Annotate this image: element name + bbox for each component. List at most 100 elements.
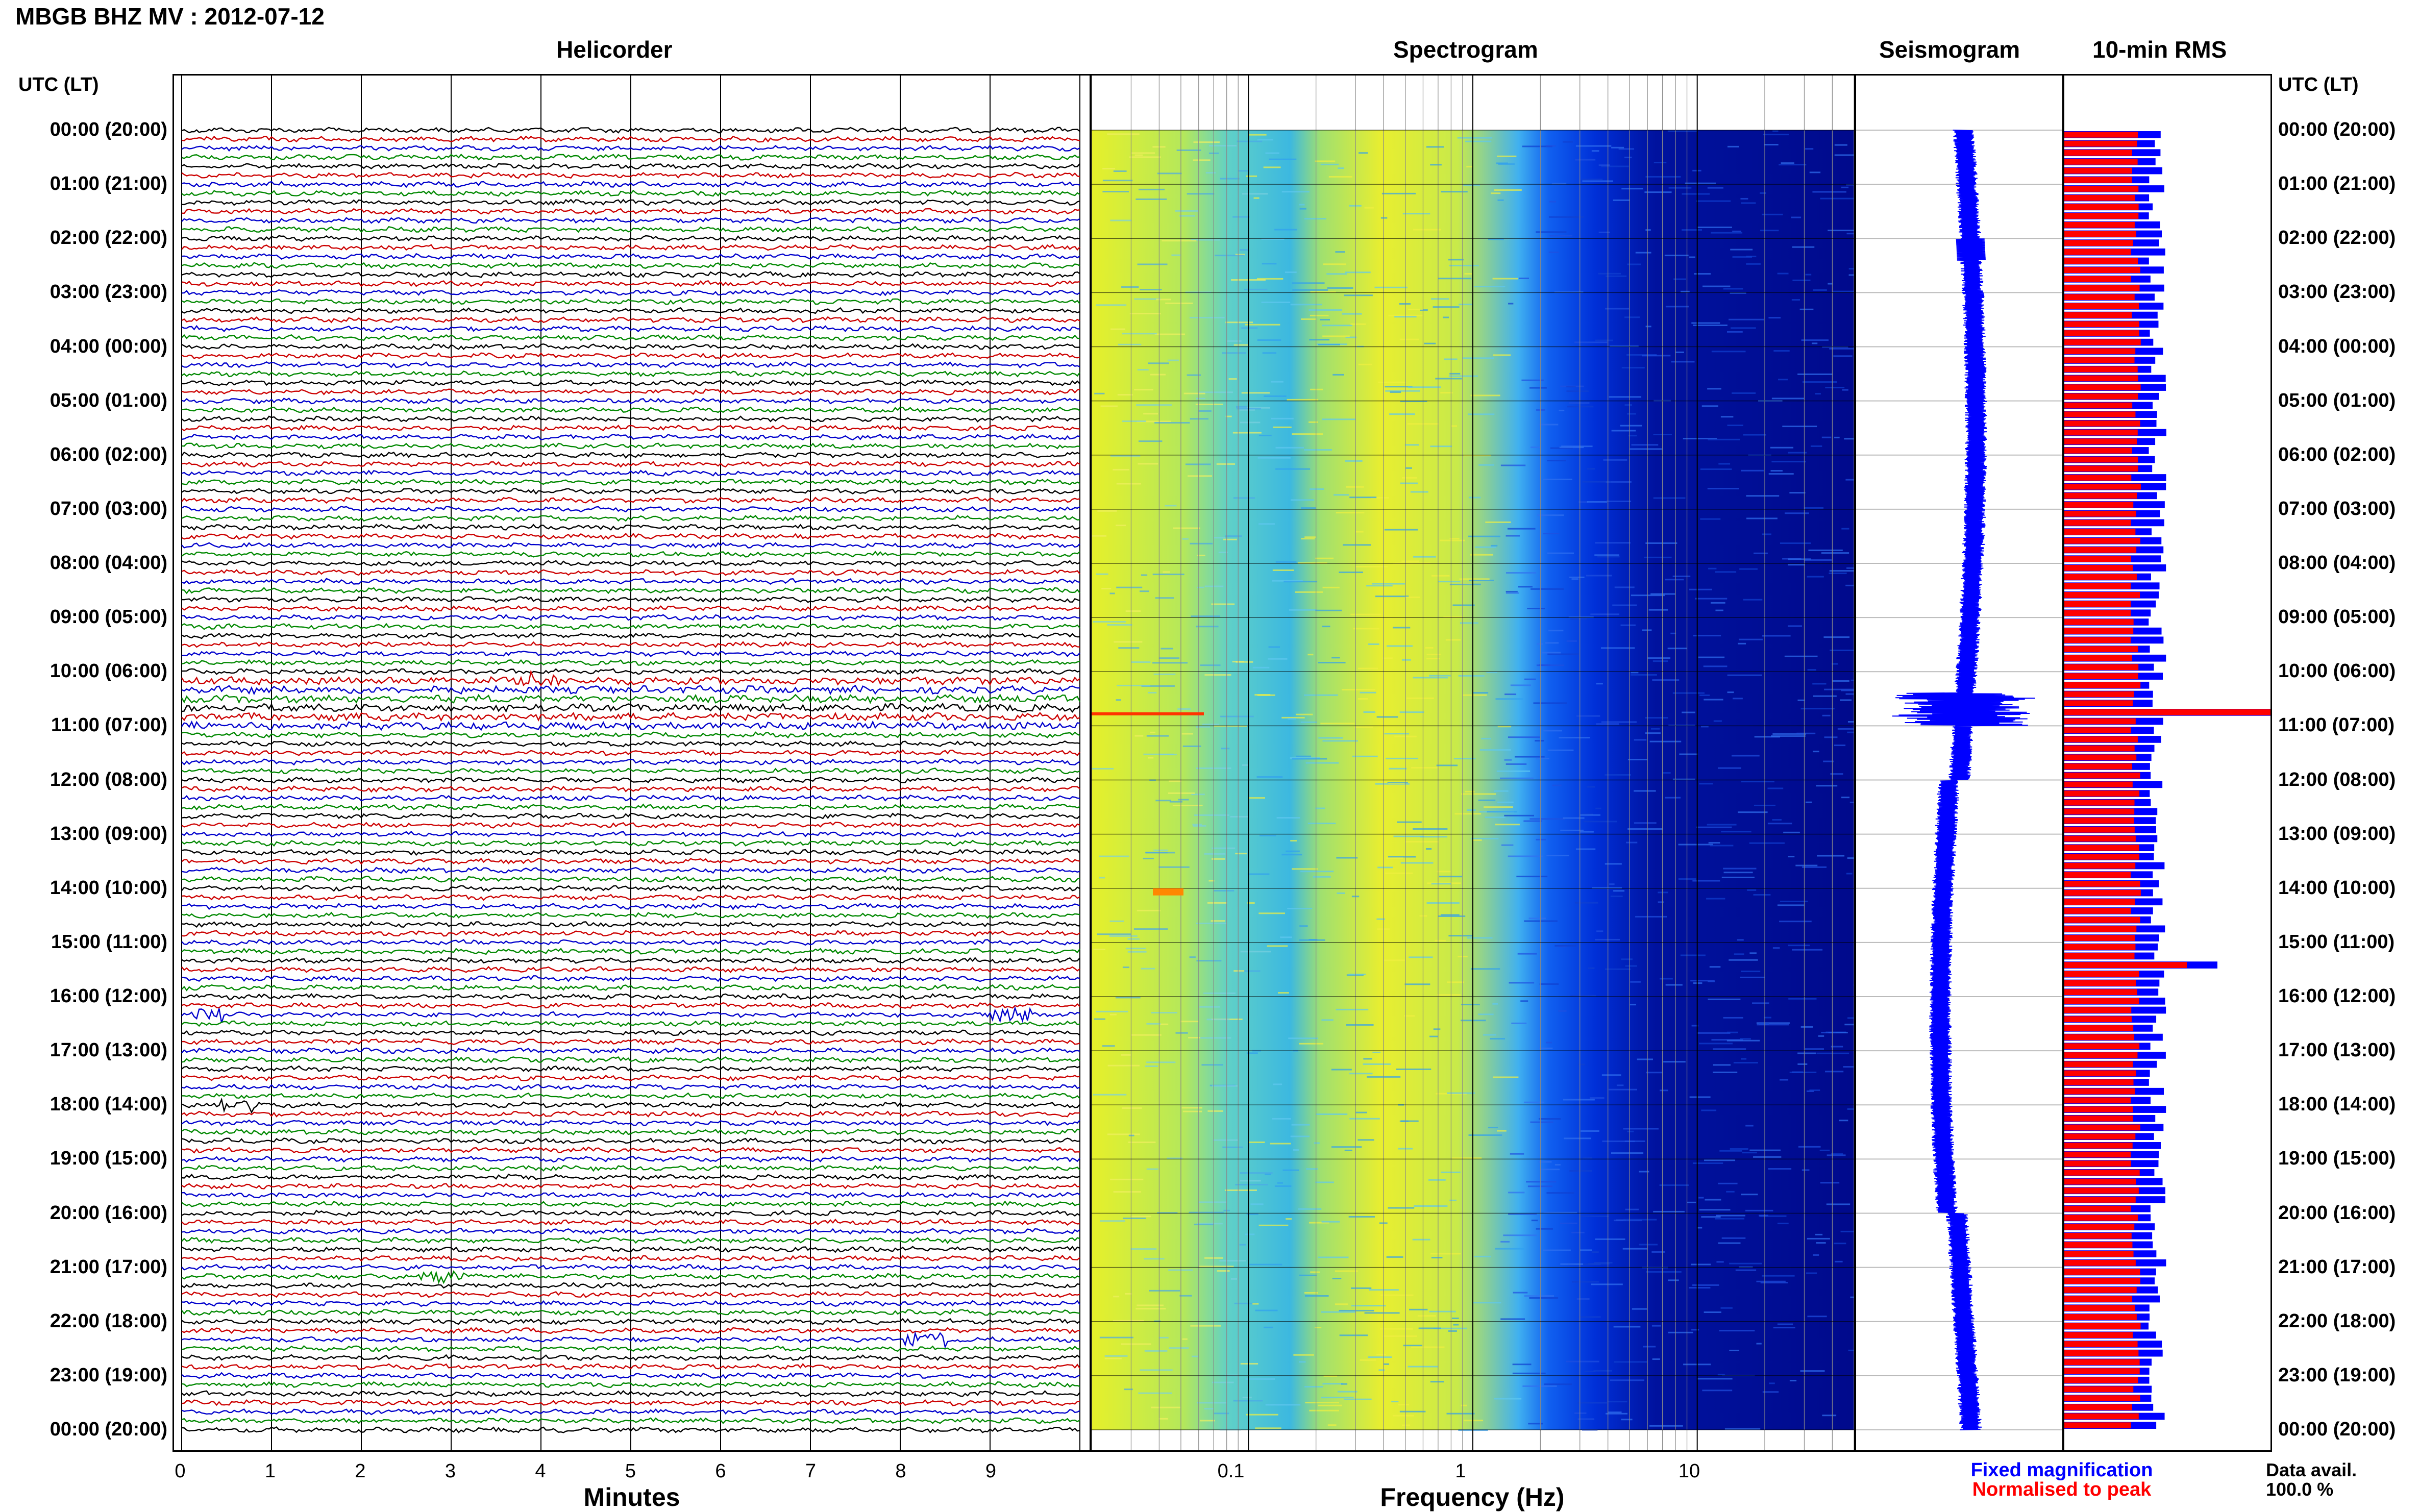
helicorder-title: Helicorder (556, 36, 673, 63)
helicorder-trace (181, 894, 1080, 901)
spectrogram-noise (1847, 1017, 1854, 1019)
spectrogram-noise (1779, 164, 1807, 166)
spectrogram-noise (1211, 920, 1225, 922)
spectrogram-noise (1756, 1280, 1786, 1282)
spectrogram-noise (1213, 537, 1225, 539)
spectrogram-noise (1478, 464, 1495, 466)
spectrogram-noise (1430, 1253, 1461, 1255)
spectrogram-noise (1429, 1310, 1456, 1312)
spectrogram-noise (1710, 845, 1734, 847)
spectrogram-noise (1743, 599, 1763, 601)
rms-bar-normalised (2064, 1287, 2137, 1293)
spectrogram-noise (1747, 889, 1757, 891)
spectrogram-noise (1726, 1039, 1760, 1042)
spectrogram-noise (1405, 467, 1412, 469)
rms-bar-normalised (2064, 240, 2133, 246)
spectrogram-noise (1391, 1401, 1399, 1403)
helicorder-trace (181, 253, 1080, 260)
spectrogram-noise (1726, 331, 1743, 333)
spectrogram-noise (1237, 140, 1263, 142)
rms-bar-normalised (2064, 637, 2131, 643)
spectrogram-noise (1597, 556, 1620, 558)
spectrogram-noise (1146, 852, 1175, 854)
spectrogram-noise (1143, 857, 1154, 859)
rms-bar-normalised (2064, 1251, 2134, 1257)
helicorder-trace (181, 298, 1080, 305)
spectrogram-noise (1440, 392, 1453, 394)
helicorder-trace (181, 650, 1080, 657)
spectrogram-noise (1478, 799, 1496, 801)
spectrogram-noise (1449, 538, 1460, 540)
spectrogram-noise (1402, 477, 1417, 479)
spectrogram-noise (1351, 1305, 1386, 1307)
spectrogram-noise (1447, 981, 1464, 983)
spectrogram-noise (1205, 172, 1216, 174)
spectrogram-noise (1388, 1207, 1415, 1209)
helicorder-trace (181, 812, 1080, 820)
spectrogram-noise (1697, 1378, 1733, 1380)
spectrogram-noise (1221, 748, 1230, 750)
spectrogram-noise (1388, 782, 1405, 784)
helicorder-trace (181, 1110, 1080, 1118)
spectrogram-noise (1788, 945, 1810, 947)
rms-bar-normalised (2064, 1359, 2140, 1366)
rms-bar-normalised (2064, 1305, 2135, 1311)
spectrogram-noise (1443, 316, 1449, 318)
spectrogram-noise (1797, 1052, 1816, 1054)
rms-bar-normalised (2064, 1070, 2136, 1077)
time-label-right: 22:00 (18:00) (2278, 1310, 2396, 1332)
spectrogram-noise (1310, 291, 1336, 293)
spectrogram-noise (1583, 821, 1618, 823)
helicorder-trace (181, 794, 1080, 802)
spectrogram-noise (1321, 325, 1352, 327)
spectrogram-noise (1771, 398, 1805, 400)
spectrogram-noise (1109, 592, 1115, 594)
spectrogram-noise (1558, 1010, 1567, 1012)
spectrogram-noise (1560, 1263, 1584, 1265)
rms-bar-normalised (2064, 1079, 2134, 1085)
spectrogram-noise (1452, 1157, 1482, 1159)
spectrogram-noise (1762, 1275, 1795, 1277)
spectrogram-noise (1130, 1248, 1157, 1250)
spectrogram-noise (1315, 807, 1325, 809)
time-label-right: 07:00 (03:00) (2278, 498, 2396, 519)
spectrogram-noise (1235, 1184, 1268, 1186)
spectrogram-noise (1848, 274, 1854, 276)
rms-bar-normalised (2064, 1242, 2133, 1248)
spectrogram-noise (1322, 335, 1350, 337)
spectrogram-noise (1463, 1420, 1484, 1422)
spectrogram-noise (1386, 857, 1403, 859)
helicorder-trace (181, 226, 1080, 233)
spectrogram-noise (1739, 568, 1758, 570)
spectrogram-noise (1832, 663, 1838, 665)
spectrogram-noise (1689, 256, 1695, 258)
spectrogram-noise (1389, 413, 1415, 415)
rms-bar-normalised (2064, 953, 2135, 959)
spectrogram-noise (1265, 152, 1279, 154)
helicorder-trace (181, 903, 1080, 910)
spectrogram-noise (1594, 938, 1620, 940)
spectrogram-noise (1806, 1090, 1814, 1092)
spectrogram-noise (1627, 413, 1636, 415)
rms-bar-normalised (2064, 384, 2141, 390)
spectrogram-noise (1207, 1110, 1223, 1112)
spectrogram-noise (1377, 866, 1393, 869)
spectrogram-noise (1445, 639, 1461, 641)
spectrogram-noise (1478, 1013, 1494, 1015)
spectrogram-noise (1094, 392, 1105, 394)
spectrogram-noise (1846, 873, 1853, 875)
rms-bar-normalised (2064, 1314, 2137, 1320)
spectrogram-noise (1322, 418, 1356, 420)
spectrogram-noise (1493, 354, 1511, 356)
helicorder-trace (181, 984, 1080, 992)
rms-bar-normalised (2064, 1296, 2133, 1302)
spectrogram-noise (1322, 586, 1340, 588)
rms-bar-normalised (2064, 267, 2140, 273)
spectrogram-noise (1272, 569, 1294, 571)
rms-bar-normalised (2064, 1106, 2133, 1112)
spectrogram-noise (1537, 514, 1564, 516)
spectrogram-noise (1129, 156, 1161, 158)
helicorder-trace (181, 1327, 1080, 1334)
spectrogram-noise (1179, 215, 1195, 217)
spectrogram-noise (1189, 956, 1196, 958)
